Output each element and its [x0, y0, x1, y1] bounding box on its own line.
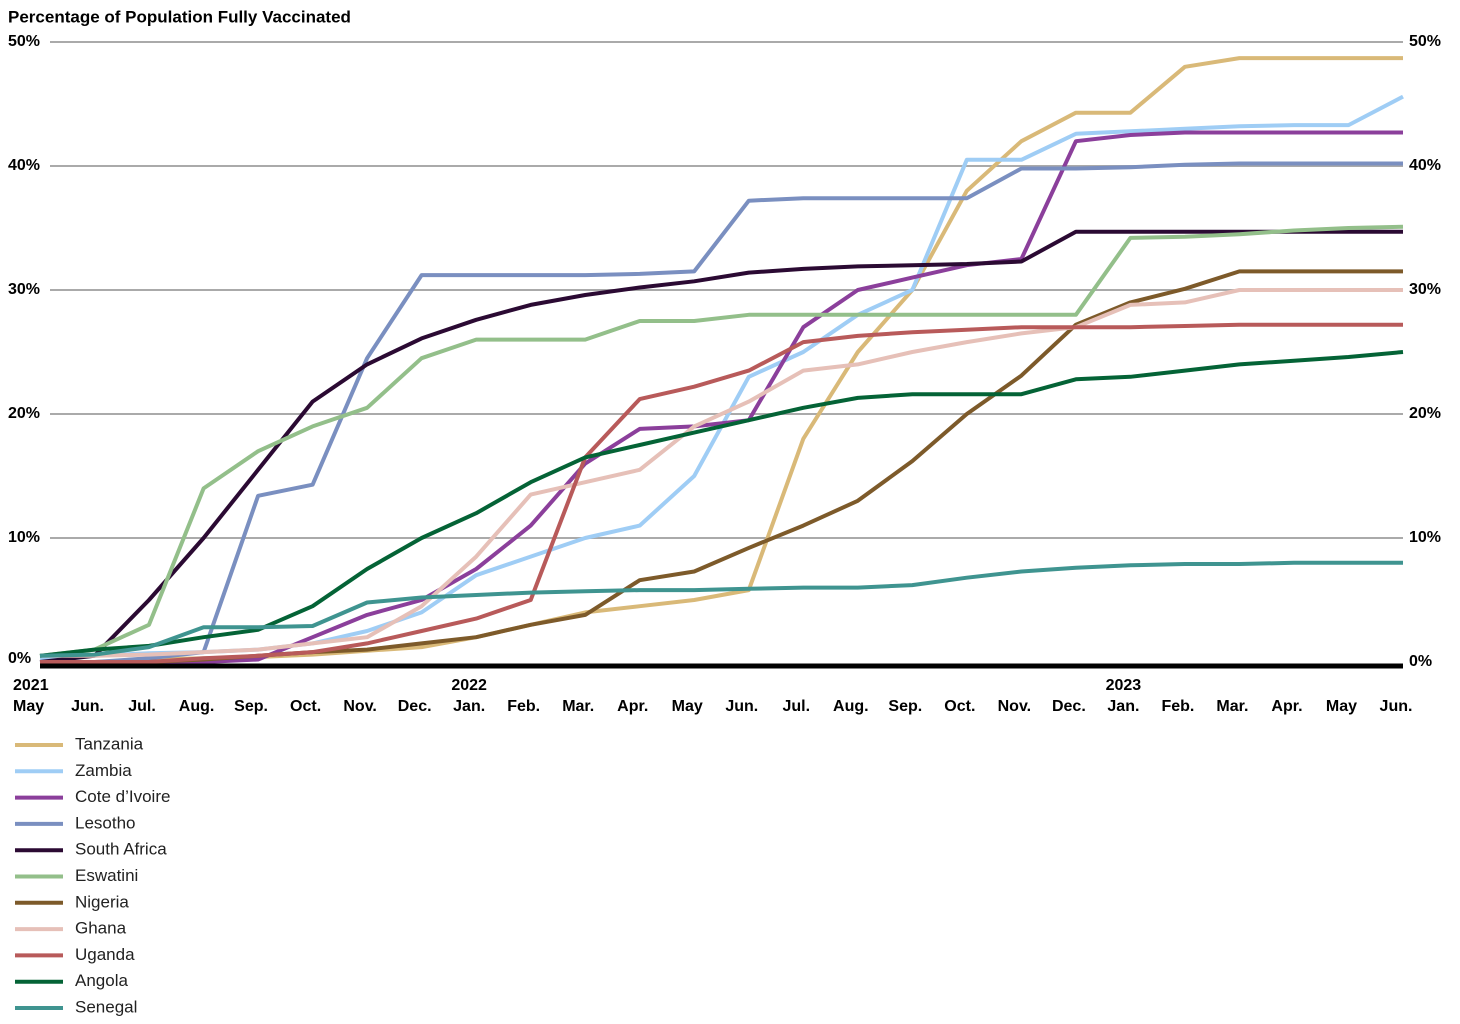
- x-tick-label: Apr.: [1271, 698, 1302, 715]
- legend-label: Zambia: [75, 761, 132, 780]
- y-tick-label: 10%: [8, 529, 40, 546]
- x-tick-label: May: [672, 698, 703, 715]
- x-tick-label: Aug.: [179, 698, 215, 715]
- x-tick-label: Sep.: [888, 698, 922, 715]
- x-tick-label: Jan.: [1107, 698, 1139, 715]
- x-tick-label: Sep.: [234, 698, 268, 715]
- x-tick-label: Nov.: [343, 698, 376, 715]
- legend-label: South Africa: [75, 840, 167, 859]
- series-line: [40, 56, 1403, 664]
- x-tick-label: Apr.: [617, 698, 648, 715]
- y2-tick-label: 20%: [1409, 405, 1441, 422]
- legend-label: Nigeria: [75, 892, 129, 911]
- x-tick-label: Dec.: [1052, 698, 1086, 715]
- series-line: [40, 322, 1403, 664]
- x-tick-label: Oct.: [944, 698, 975, 715]
- x-tick-label: Nov.: [998, 698, 1031, 715]
- x-tick-label: Jun.: [725, 698, 758, 715]
- y2-tick-label: 10%: [1409, 529, 1441, 546]
- x-tick-label: Jun.: [1380, 698, 1413, 715]
- legend-label: Eswatini: [75, 866, 138, 885]
- y2-tick-label: 30%: [1409, 281, 1441, 298]
- x-year-label: 2023: [1106, 677, 1142, 694]
- x-tick-label: Jul.: [128, 698, 156, 715]
- legend-label: Ghana: [75, 919, 127, 938]
- x-tick-label: Mar.: [562, 698, 594, 715]
- x-tick-label: Aug.: [833, 698, 869, 715]
- x-year-label: 2022: [451, 677, 487, 694]
- x-year-label: 2021: [13, 677, 49, 694]
- series-line: [40, 130, 1403, 664]
- series-line: [39, 350, 1404, 658]
- y-tick-label: 40%: [8, 157, 40, 174]
- series-line: [39, 224, 1404, 658]
- y2-tick-label: 50%: [1409, 33, 1441, 50]
- legend-label: Uganda: [75, 945, 135, 964]
- x-tick-label: Feb.: [1161, 698, 1194, 715]
- x-tick-label: Jul.: [782, 698, 810, 715]
- x-tick-label: Dec.: [398, 698, 432, 715]
- x-tick-label: Feb.: [507, 698, 540, 715]
- y-tick-label: 30%: [8, 281, 40, 298]
- legend-label: Tanzania: [75, 734, 144, 753]
- series-line: [39, 229, 1403, 664]
- series-line: [40, 269, 1403, 664]
- y2-tick-label: 40%: [1409, 157, 1441, 174]
- legend-label: Angola: [75, 971, 128, 990]
- x-tick-label: Jun.: [71, 698, 104, 715]
- legend-label: Senegal: [75, 997, 137, 1016]
- series-line: [40, 161, 1403, 664]
- series-line: [40, 288, 1403, 658]
- y-tick-label: 0%: [8, 650, 31, 667]
- legend-label: Cote d’Ivoire: [75, 787, 170, 806]
- y-tick-label: 20%: [8, 405, 40, 422]
- x-tick-label: Mar.: [1216, 698, 1248, 715]
- y-tick-label: 50%: [8, 33, 40, 50]
- x-tick-label: May: [1326, 698, 1357, 715]
- legend-label: Lesotho: [75, 813, 136, 832]
- y2-tick-label: 0%: [1409, 653, 1432, 670]
- chart-title: Percentage of Population Fully Vaccinate…: [8, 7, 351, 26]
- series-line: [39, 560, 1403, 658]
- x-tick-label: Jan.: [453, 698, 485, 715]
- x-tick-label: Oct.: [290, 698, 321, 715]
- x-tick-label: May: [13, 698, 44, 715]
